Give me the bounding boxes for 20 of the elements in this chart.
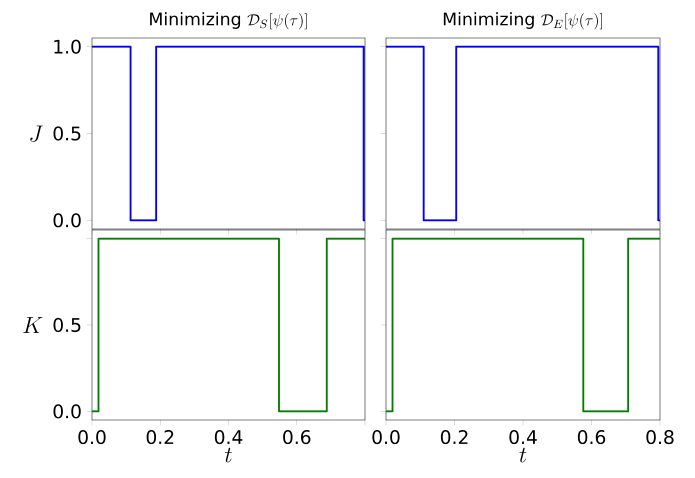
y-axis-title: $J$	[30, 126, 43, 142]
x-tick-label: 0.4	[509, 430, 537, 444]
x-tick-label: 0.2	[146, 430, 174, 444]
y-axis-title: $K$	[23, 317, 42, 333]
x-tick-label: 0.6	[283, 430, 310, 444]
chart-title: $\mathrm{Minimizing}\ \mathcal{D}_E[\psi(\tau)]$	[444, 12, 602, 30]
x-axis-title: $t$	[519, 448, 526, 462]
y-tick-label: 0.5	[54, 318, 80, 332]
x-tick-label: 0.2	[440, 430, 468, 444]
x-tick-label: 0.0	[372, 430, 400, 444]
x-tick-label: 0.0	[78, 430, 106, 444]
x-tick-label: 0.8	[646, 430, 674, 444]
x-tick-label: 0.4	[214, 430, 242, 444]
y-tick-label: 1.0	[54, 40, 81, 54]
x-tick-label: 0.6	[578, 430, 606, 444]
y-tick-label: 0.5	[54, 126, 80, 141]
x-axis-title: $t$	[224, 448, 232, 462]
chart-title: $\mathrm{Minimizing}\ \mathcal{D}_S[\psi(\tau)]$	[150, 12, 307, 30]
y-tick-label: 0.0	[54, 213, 81, 228]
y-tick-label: 0.0	[54, 404, 81, 418]
